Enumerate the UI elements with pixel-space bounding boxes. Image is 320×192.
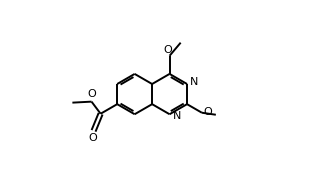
Text: N: N [190, 77, 198, 88]
Text: O: O [204, 107, 212, 117]
Text: N: N [173, 111, 181, 121]
Text: O: O [88, 89, 96, 99]
Text: O: O [163, 45, 172, 55]
Text: O: O [88, 133, 97, 143]
